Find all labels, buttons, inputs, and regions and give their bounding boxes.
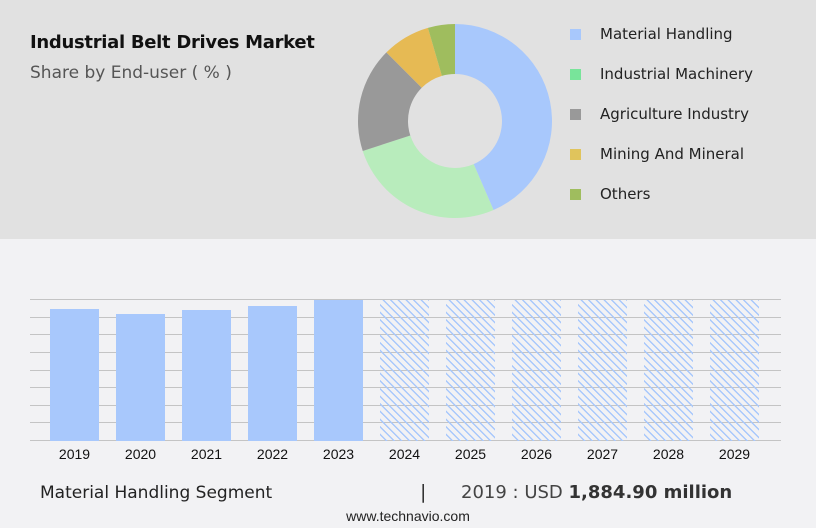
x-axis-label: 2023 [322, 446, 355, 462]
separator: | [420, 481, 427, 503]
bar-forecast [512, 300, 561, 441]
bar-historical [314, 300, 363, 441]
x-axis-label: 2022 [256, 446, 289, 462]
donut-slice [386, 27, 442, 88]
legend-swatch-icon [570, 68, 581, 80]
donut-chart [358, 24, 552, 218]
legend: Material Handling Industrial Machinery Agr… [570, 14, 753, 214]
x-axis-label: 2025 [454, 446, 487, 462]
source-site: www.technavio.com [346, 508, 470, 524]
gridline [30, 299, 781, 300]
bar-historical [248, 306, 297, 441]
legend-swatch-icon [570, 108, 581, 120]
legend-item: Mining And Mineral [570, 134, 753, 174]
legend-label: Industrial Machinery [600, 65, 753, 83]
legend-label: Others [600, 185, 651, 203]
legend-item: Industrial Machinery [570, 54, 753, 94]
donut-slice [358, 52, 422, 151]
bar-chart [30, 299, 781, 441]
donut-slice [455, 24, 552, 211]
segment-label: Material Handling Segment [40, 483, 273, 503]
chart-title: Industrial Belt Drives Market [30, 32, 315, 53]
bar-historical [116, 314, 165, 441]
legend-item: Others [570, 174, 753, 214]
x-axis-label: 2027 [586, 446, 619, 462]
legend-swatch-icon [570, 28, 581, 40]
value-prefix: 2019 : USD [461, 482, 563, 503]
bar-forecast [644, 300, 693, 441]
bar-forecast [578, 300, 627, 441]
segment-value: 2019 : USD 1,884.90 million [461, 482, 732, 503]
x-axis-label: 2024 [388, 446, 421, 462]
donut-slice [427, 24, 455, 76]
x-axis-label: 2020 [124, 446, 157, 462]
header-panel: Industrial Belt Drives Market Share by E… [0, 0, 816, 239]
bar-forecast [710, 300, 759, 441]
legend-item: Material Handling [570, 14, 753, 54]
x-axis-label: 2028 [652, 446, 685, 462]
donut-slice [362, 135, 494, 218]
chart-subtitle: Share by End-user ( % ) [30, 63, 232, 83]
bar-forecast [446, 300, 495, 441]
x-axis-label: 2026 [520, 446, 553, 462]
x-axis-label: 2019 [58, 446, 91, 462]
legend-swatch-icon [570, 188, 581, 200]
legend-label: Material Handling [600, 25, 733, 43]
legend-swatch-icon [570, 148, 581, 160]
x-axis-label: 2021 [190, 446, 223, 462]
x-axis-label: 2029 [718, 446, 751, 462]
legend-label: Agriculture Industry [600, 105, 749, 123]
value-amount: 1,884.90 million [568, 482, 733, 503]
bar-historical [182, 310, 231, 441]
bar-forecast [380, 300, 429, 441]
legend-item: Agriculture Industry [570, 94, 753, 134]
bar-historical [50, 309, 99, 441]
legend-label: Mining And Mineral [600, 145, 745, 163]
